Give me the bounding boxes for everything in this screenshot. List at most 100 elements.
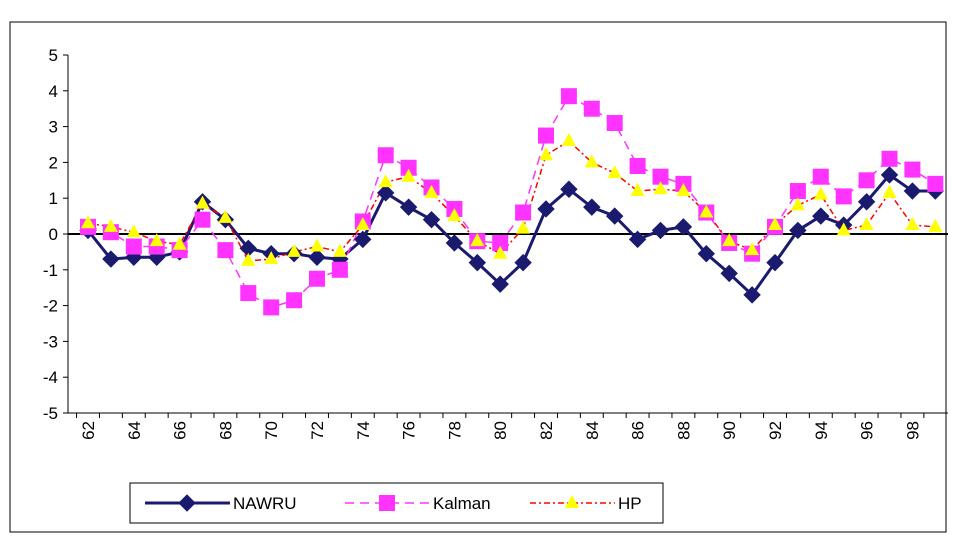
- x-tick-label: 86: [629, 421, 648, 440]
- data-point: [835, 188, 852, 205]
- x-tick-label: 72: [308, 421, 327, 440]
- data-point: [445, 234, 464, 252]
- data-point: [172, 236, 187, 250]
- data-point: [516, 220, 531, 234]
- data-point: [492, 234, 509, 251]
- data-point: [745, 242, 760, 256]
- x-tick-label: 98: [903, 421, 922, 440]
- data-point: [401, 168, 416, 182]
- data-point: [630, 183, 645, 197]
- data-point: [286, 292, 303, 309]
- data-point: [583, 100, 600, 117]
- y-tick-label: -5: [43, 404, 58, 423]
- data-point: [217, 242, 234, 259]
- legend-label: HP: [618, 494, 642, 513]
- y-tick-label: 1: [49, 189, 58, 208]
- data-point: [332, 243, 347, 257]
- y-tick-label: 4: [49, 82, 58, 101]
- data-point: [858, 172, 875, 189]
- series-line: [87, 139, 936, 262]
- data-point: [905, 217, 920, 231]
- data-point: [422, 210, 441, 229]
- data-point: [676, 183, 691, 197]
- y-tick-label: 0: [49, 225, 58, 244]
- data-point: [607, 165, 622, 179]
- data-point: [287, 243, 302, 257]
- data-point: [789, 221, 807, 240]
- data-point: [491, 275, 509, 293]
- x-tick-label: 92: [766, 421, 785, 440]
- data-point: [493, 245, 508, 259]
- data-point: [537, 200, 555, 218]
- y-tick-label: -1: [43, 261, 58, 280]
- x-tick-label: 66: [171, 421, 190, 440]
- x-tick-label: 96: [858, 421, 877, 440]
- data-point: [699, 204, 714, 218]
- data-point: [81, 215, 95, 229]
- data-point: [836, 222, 851, 236]
- x-tick-label: 82: [537, 421, 556, 440]
- data-point: [560, 180, 578, 198]
- x-tick-label: 94: [812, 421, 831, 440]
- data-point: [881, 150, 898, 167]
- x-tick-label: 62: [79, 421, 98, 440]
- y-tick-label: 5: [49, 46, 58, 65]
- chart-border: [9, 21, 947, 533]
- x-tick-label: 70: [262, 421, 281, 440]
- data-point: [743, 286, 761, 304]
- data-point: [697, 244, 716, 263]
- x-tick-label: 80: [491, 421, 510, 440]
- data-point: [629, 157, 646, 174]
- data-point: [628, 230, 647, 249]
- y-tick-label: 3: [49, 118, 58, 137]
- data-point: [561, 132, 576, 146]
- x-tick-label: 64: [125, 421, 144, 440]
- data-point: [812, 168, 829, 185]
- data-point: [194, 211, 211, 228]
- data-point: [857, 193, 876, 211]
- x-tick-label: 76: [400, 421, 419, 440]
- x-tick-label: 68: [216, 421, 235, 440]
- data-point: [331, 261, 348, 278]
- data-point: [928, 218, 943, 232]
- data-point: [789, 183, 806, 200]
- data-point: [125, 238, 142, 255]
- data-point: [377, 147, 394, 164]
- x-tick-label: 78: [445, 421, 464, 440]
- data-point: [903, 182, 922, 200]
- data-point: [310, 238, 324, 252]
- data-point: [766, 253, 784, 272]
- data-point: [195, 195, 210, 209]
- x-tick-label: 74: [354, 421, 373, 440]
- data-point: [812, 207, 830, 225]
- data-point: [538, 127, 554, 144]
- data-point: [514, 253, 532, 272]
- data-point: [376, 184, 395, 202]
- data-point: [309, 270, 325, 287]
- legend-marker: [379, 495, 395, 511]
- data-point: [720, 264, 738, 283]
- data-point: [583, 198, 601, 216]
- data-point: [264, 251, 279, 265]
- data-point: [102, 250, 120, 268]
- data-point: [240, 285, 257, 302]
- data-point: [468, 253, 487, 272]
- data-point: [584, 154, 599, 168]
- data-point: [768, 217, 782, 231]
- data-point: [149, 233, 164, 247]
- data-point: [378, 174, 393, 188]
- data-point: [651, 221, 670, 240]
- legend-label: NAWRU: [233, 494, 297, 513]
- data-point: [880, 166, 899, 184]
- y-tick-label: -2: [43, 297, 58, 316]
- data-point: [652, 168, 669, 185]
- y-tick-label: -3: [43, 332, 58, 351]
- legend-label: Kalman: [433, 494, 491, 513]
- data-point: [424, 184, 439, 198]
- data-point: [813, 186, 828, 200]
- data-point: [515, 204, 532, 221]
- legend-marker: [565, 495, 579, 508]
- data-point: [539, 147, 553, 161]
- x-tick-label: 84: [583, 421, 602, 440]
